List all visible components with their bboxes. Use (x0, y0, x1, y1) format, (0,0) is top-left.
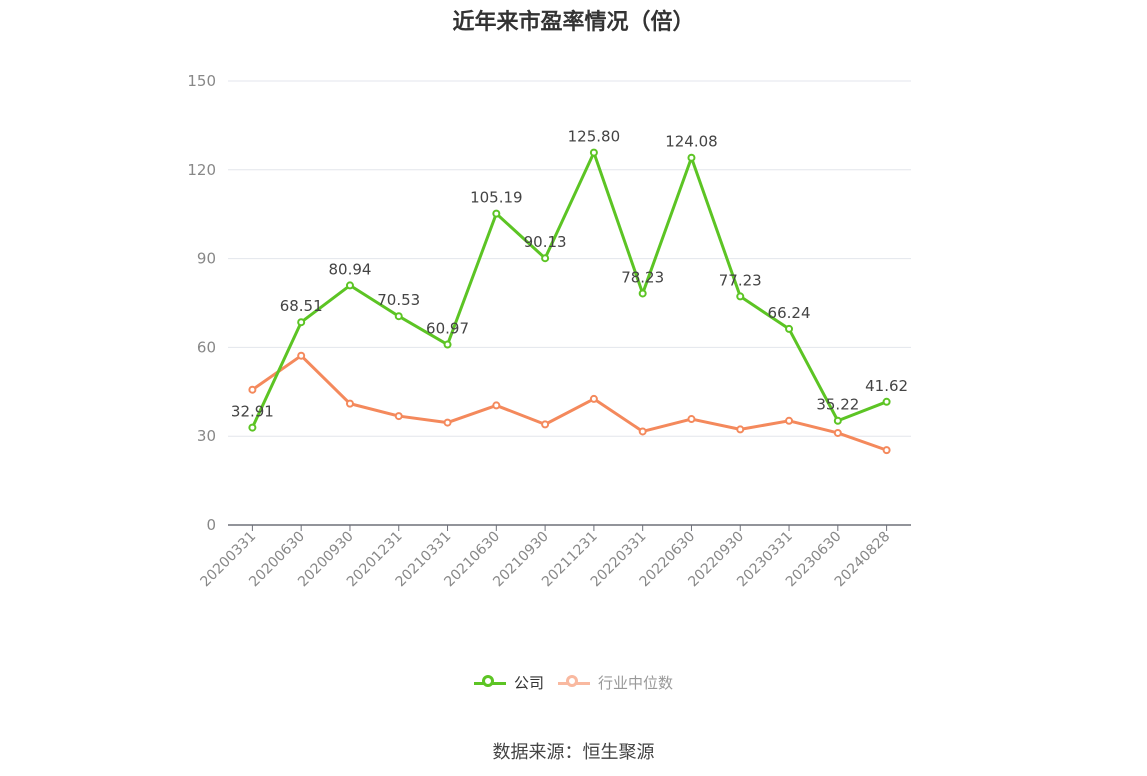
industry-median-data-point (345, 399, 354, 408)
company-data-label: 78.23 (621, 268, 664, 286)
industry-median-data-point (785, 416, 794, 425)
y-tick-label: 30 (197, 427, 216, 445)
legend-company-label: 公司 (513, 674, 544, 692)
legend-item-company[interactable]: 公司 (473, 672, 544, 693)
y-tick-label: 150 (187, 72, 216, 90)
data-source-note: 数据来源：恒生聚源 (492, 742, 655, 763)
company-data-label: 41.62 (865, 377, 908, 395)
line-chart: 0306090120150202003312020063020200930202… (187, 72, 911, 590)
company-data-point (785, 324, 794, 333)
company-data-point (833, 416, 842, 425)
company-data-label: 90.13 (524, 233, 567, 251)
industry-median-data-point (833, 428, 842, 437)
company-data-label: 70.53 (377, 291, 420, 309)
industry-median-data-point (882, 446, 891, 455)
industry-median-data-point (443, 418, 452, 427)
industry-median-data-point (589, 394, 598, 403)
company-data-label: 35.22 (816, 396, 859, 414)
industry-median-data-point (638, 427, 647, 436)
legend-item-industry-median[interactable]: 行业中位数 (558, 672, 673, 693)
company-data-label: 60.97 (426, 320, 469, 338)
industry-median-data-point (687, 415, 696, 424)
chart-title: 近年来市盈率情况（倍） (452, 10, 695, 35)
company-data-point (394, 312, 403, 321)
y-tick-label: 60 (197, 338, 216, 356)
industry-median-data-point (394, 412, 403, 421)
y-tick-label: 90 (197, 250, 216, 268)
company-data-label: 32.91 (231, 403, 274, 421)
company-data-point (541, 254, 550, 263)
company-data-point (297, 318, 306, 327)
company-data-point (443, 340, 452, 349)
company-data-label: 105.19 (470, 189, 523, 207)
company-data-point (248, 423, 257, 432)
company-data-label: 66.24 (768, 304, 811, 322)
chart-legend: 公司 行业中位数 (0, 672, 1147, 693)
y-tick-label: 120 (187, 161, 216, 179)
legend-industry-median-marker (558, 674, 590, 690)
industry-median-data-point (297, 351, 306, 360)
industry-median-data-point (492, 401, 501, 410)
company-data-point (492, 209, 501, 218)
industry-median-data-point (541, 420, 550, 429)
industry-median-series-line (251, 354, 888, 452)
company-data-point (687, 153, 696, 162)
company-data-label: 124.08 (665, 133, 718, 151)
legend-industry-median-label: 行业中位数 (598, 674, 674, 692)
industry-median-data-point (248, 385, 257, 394)
company-data-label: 68.51 (280, 297, 323, 315)
company-data-point (736, 292, 745, 301)
company-data-label: 125.80 (568, 128, 621, 146)
company-data-point (882, 397, 891, 406)
company-data-point (589, 148, 598, 157)
company-data-point (638, 289, 647, 298)
industry-median-data-point (736, 425, 745, 434)
legend-company-marker (473, 674, 506, 690)
company-series-line (251, 151, 888, 429)
company-data-label: 80.94 (328, 260, 371, 278)
y-tick-label: 0 (206, 516, 216, 534)
company-data-point (345, 281, 354, 290)
company-data-label: 77.23 (719, 271, 762, 289)
